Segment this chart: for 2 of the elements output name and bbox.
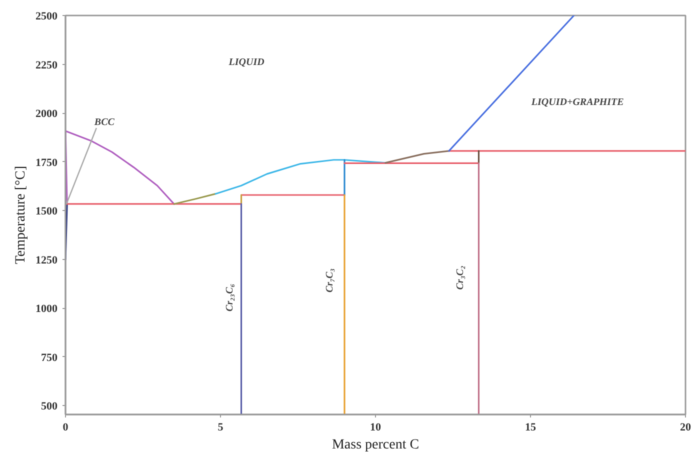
y-tick-label: 2500 <box>36 10 58 22</box>
x-tick-label: 20 <box>680 422 692 434</box>
